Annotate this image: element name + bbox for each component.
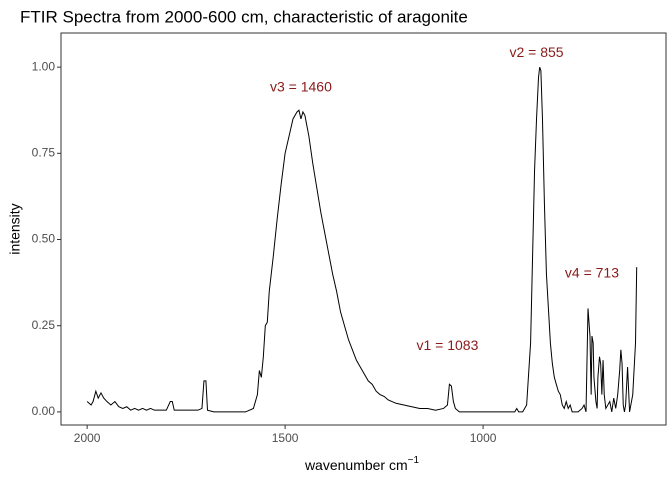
- x-tick-label: 2000: [74, 431, 101, 445]
- x-axis-title: wavenumber cm−1: [304, 455, 420, 473]
- panel-border: [60, 32, 667, 426]
- y-tick-label: 0.50: [32, 232, 56, 246]
- spectrum-line: [86, 66, 638, 413]
- x-axis-title-main: wavenumber cm: [304, 457, 408, 473]
- annotation: v2 = 855: [509, 44, 563, 60]
- y-tick-label: 1.00: [32, 59, 56, 73]
- y-tick-label: 0.25: [32, 318, 56, 332]
- annotation: v1 = 1083: [416, 337, 478, 353]
- annotation: v3 = 1460: [270, 79, 332, 95]
- y-axis-title: intensity: [7, 203, 23, 254]
- annotation: v4 = 713: [565, 265, 619, 281]
- y-tick-label: 0.75: [32, 145, 56, 159]
- x-tick-label: 1500: [272, 431, 299, 445]
- chart-title: FTIR Spectra from 2000-600 cm, character…: [20, 7, 468, 26]
- x-axis-title-superscript: −1: [408, 455, 420, 466]
- x-tick-label: 1000: [470, 431, 497, 445]
- y-tick-label: 0.00: [32, 404, 56, 418]
